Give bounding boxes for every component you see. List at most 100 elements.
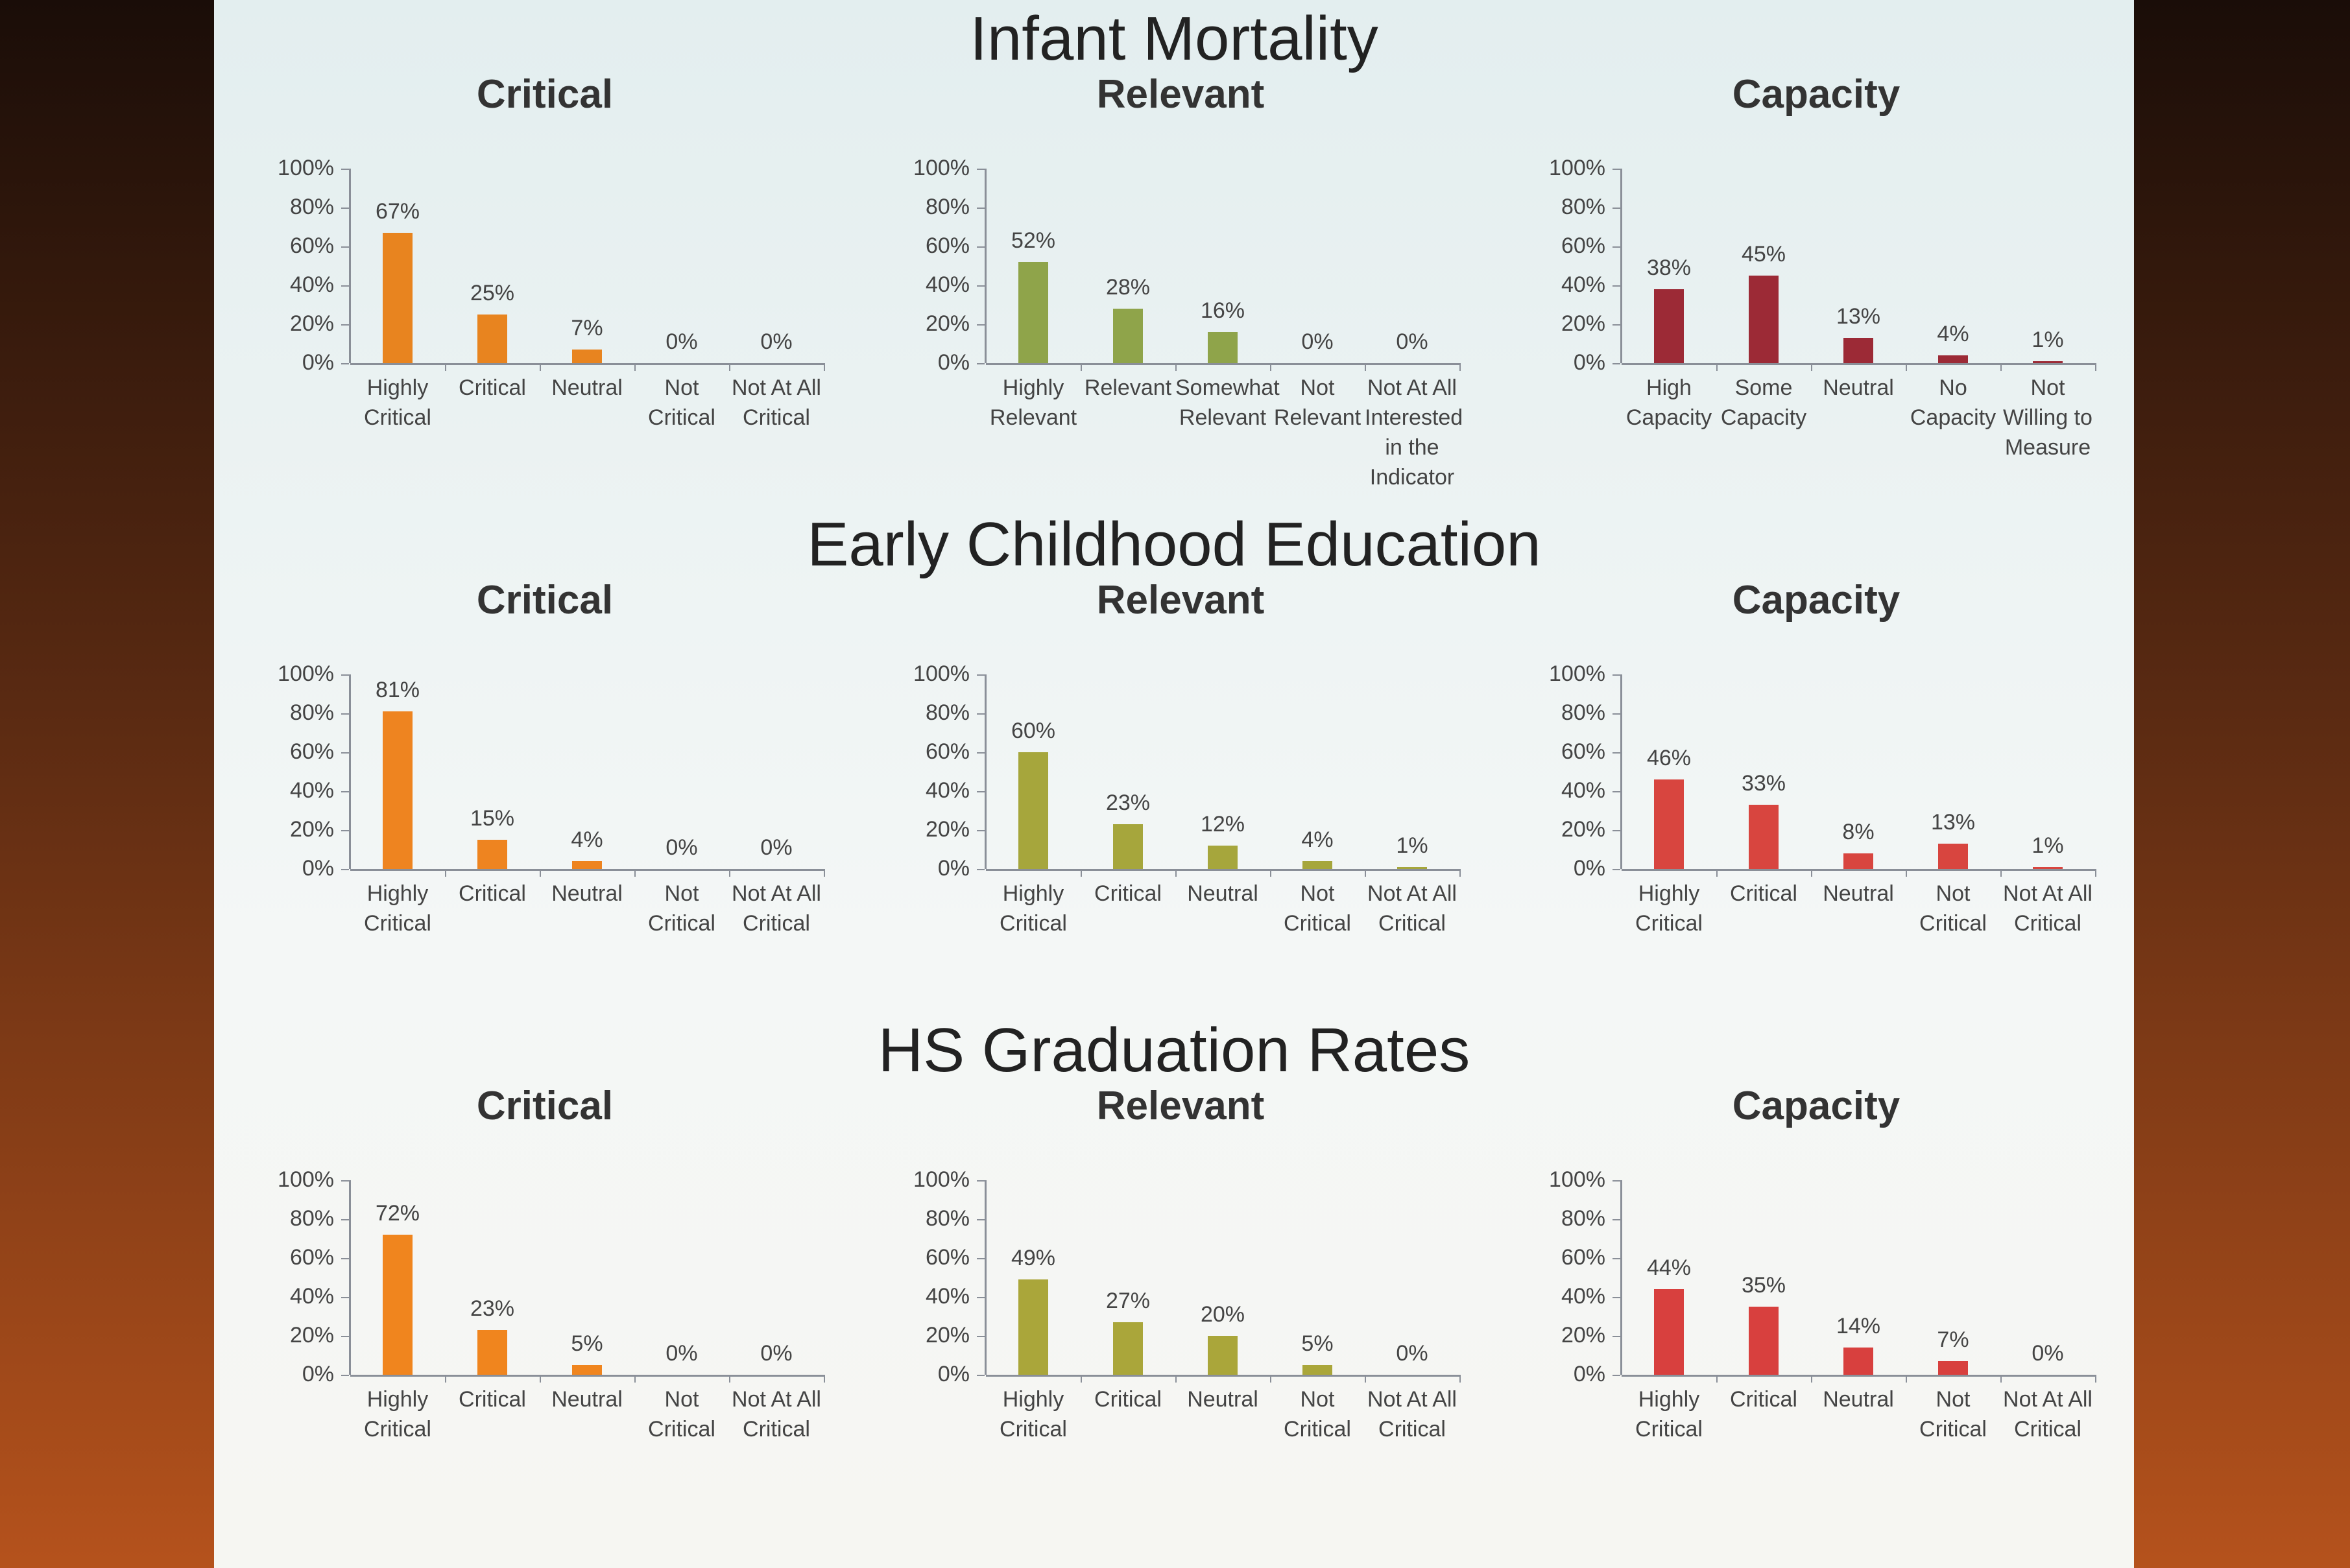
- x-tick-mark: [1906, 363, 1907, 371]
- x-tick-mark: [1270, 869, 1271, 877]
- y-tick-label: 40%: [925, 272, 970, 297]
- x-tick-mark: [540, 363, 541, 371]
- y-tick-mark: [341, 1219, 349, 1220]
- y-tick-label: 40%: [1561, 272, 1605, 297]
- x-tick-label: Not At All Critical: [1367, 881, 1457, 936]
- bar: [1937, 844, 1969, 869]
- value-label: 0%: [2032, 1341, 2064, 1366]
- x-tick-label: Neutral: [1187, 881, 1258, 906]
- x-tick-mark: [729, 1375, 730, 1383]
- y-axis: [349, 1180, 351, 1375]
- y-tick-label: 80%: [925, 195, 970, 219]
- y-tick-mark: [977, 1219, 985, 1220]
- x-tick-mark: [1081, 1375, 1082, 1383]
- x-tick-label: Critical: [1094, 881, 1162, 906]
- x-tick-mark: [1081, 869, 1082, 877]
- x-tick-label: Not At All Critical: [2003, 1387, 2092, 1442]
- bar: [477, 840, 508, 869]
- value-label: 1%: [1396, 833, 1428, 858]
- x-tick-mark: [1716, 1375, 1718, 1383]
- y-axis: [1620, 1180, 1622, 1375]
- y-tick-mark: [977, 1375, 985, 1376]
- x-tick-mark: [634, 869, 636, 877]
- x-tick-mark: [824, 869, 825, 877]
- value-label: 23%: [1105, 790, 1151, 815]
- x-axis: [1622, 1375, 2095, 1377]
- y-tick-label: 0%: [302, 856, 334, 881]
- x-tick-label: Not Critical: [1284, 1387, 1351, 1442]
- x-tick-mark: [2000, 1375, 2002, 1383]
- x-tick-mark: [634, 1375, 636, 1383]
- y-tick-label: 20%: [289, 1323, 334, 1348]
- bar: [1207, 1336, 1238, 1375]
- section-title: Infant Mortality: [970, 4, 1378, 73]
- value-label: 25%: [470, 281, 515, 305]
- x-tick-label: Critical: [1730, 881, 1797, 906]
- x-tick-mark: [1175, 1375, 1177, 1383]
- value-label: 52%: [1011, 228, 1056, 253]
- x-tick-label: Relevant: [1084, 375, 1172, 400]
- x-tick-mark: [1716, 869, 1718, 877]
- bar: [1843, 853, 1874, 869]
- y-tick-mark: [977, 713, 985, 715]
- chart-title: Critical: [476, 578, 614, 623]
- value-label: 28%: [1105, 275, 1151, 300]
- x-tick-mark: [2095, 1375, 2096, 1383]
- value-label: 0%: [665, 1341, 698, 1366]
- y-tick-label: 20%: [1561, 817, 1605, 842]
- y-tick-mark: [341, 791, 349, 792]
- x-tick-label: Not Relevant: [1273, 375, 1361, 430]
- value-label: 35%: [1741, 1273, 1786, 1298]
- y-tick-label: 40%: [1561, 1284, 1605, 1309]
- x-tick-mark: [2095, 869, 2096, 877]
- x-tick-mark: [1459, 363, 1461, 371]
- value-label: 67%: [375, 199, 420, 224]
- value-label: 0%: [760, 835, 793, 860]
- x-tick-mark: [1365, 869, 1366, 877]
- y-axis: [1620, 674, 1622, 869]
- bar: [1748, 1307, 1779, 1375]
- y-tick-mark: [341, 363, 349, 364]
- value-label: 1%: [2032, 327, 2064, 352]
- y-tick-label: 80%: [289, 195, 334, 219]
- x-tick-mark: [540, 869, 541, 877]
- y-tick-mark: [1613, 869, 1620, 870]
- x-tick-label: Not At All Critical: [732, 881, 821, 936]
- x-tick-mark: [1270, 363, 1271, 371]
- x-tick-label: Critical: [459, 1387, 526, 1412]
- x-tick-label: Neutral: [1823, 1387, 1894, 1412]
- chart-title: Capacity: [1732, 578, 1900, 623]
- x-tick-label: Highly Critical: [364, 375, 431, 430]
- x-tick-label: Not Critical: [648, 1387, 715, 1442]
- bar: [382, 711, 413, 869]
- x-tick-label: Somewhat Relevant: [1175, 375, 1280, 430]
- value-label: 46%: [1646, 746, 1692, 770]
- x-tick-mark: [1081, 363, 1082, 371]
- y-tick-mark: [341, 752, 349, 754]
- y-tick-label: 0%: [302, 1362, 334, 1386]
- y-tick-label: 20%: [925, 1323, 970, 1348]
- bar: [1937, 355, 1969, 363]
- bar: [1843, 1348, 1874, 1375]
- bar: [382, 233, 413, 363]
- y-tick-mark: [341, 1336, 349, 1337]
- y-axis: [985, 674, 987, 869]
- y-tick-label: 0%: [937, 350, 970, 375]
- x-tick-label: Critical: [1730, 1387, 1797, 1412]
- x-tick-label: Not At All Critical: [732, 375, 821, 430]
- bar: [1112, 1322, 1144, 1375]
- x-tick-mark: [2000, 363, 2002, 371]
- y-tick-mark: [977, 830, 985, 831]
- y-tick-mark: [1613, 752, 1620, 754]
- y-axis: [1620, 169, 1622, 363]
- bar: [1302, 1365, 1333, 1375]
- x-tick-mark: [1175, 869, 1177, 877]
- value-label: 1%: [2032, 833, 2064, 858]
- bar: [1653, 779, 1685, 869]
- value-label: 72%: [375, 1201, 420, 1226]
- bar: [2032, 361, 2063, 363]
- x-tick-label: Neutral: [551, 375, 623, 400]
- y-tick-label: 60%: [289, 739, 334, 764]
- y-tick-label: 80%: [925, 1206, 970, 1231]
- y-tick-mark: [341, 1297, 349, 1298]
